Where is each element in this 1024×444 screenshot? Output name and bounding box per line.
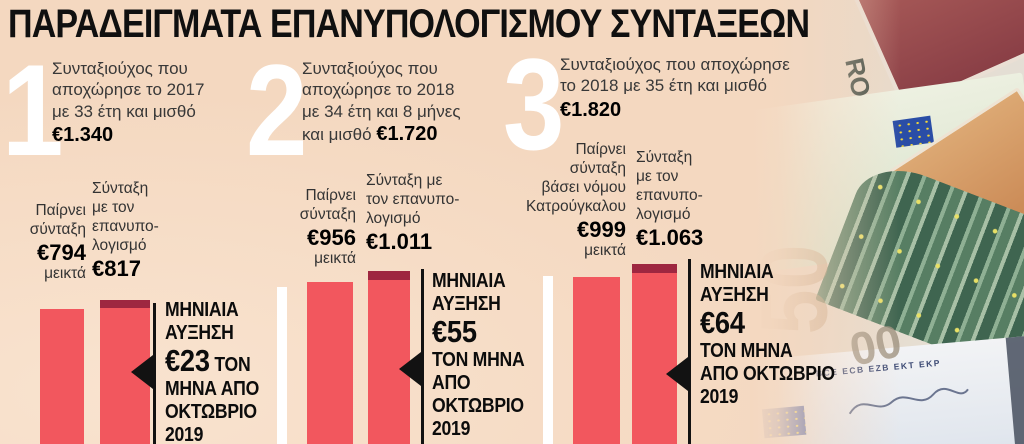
increase-line: ΜΗΝΙΑΙΑ xyxy=(165,299,239,321)
label-text: Παίρνει σύνταξη βάσει νόμου Κατρούγκαλου xyxy=(525,141,626,215)
example-2-number: 2 xyxy=(246,37,308,183)
description-text: Συνταξιούχος που αποχώρησε το 2018 με 34… xyxy=(302,59,461,144)
description-text: Συνταξιούχος που αποχώρησε το 2018 με 35… xyxy=(560,55,790,96)
increase-line: ΑΠΟ ΟΚΤΩΒΡΙΟ xyxy=(700,362,835,385)
example-1-number: 1 xyxy=(2,37,64,183)
eu-flag-patch xyxy=(892,115,934,148)
example-2-bar-current xyxy=(307,282,353,444)
label-text: Παίρνει σύνταξη xyxy=(299,187,356,223)
example-3-description: Συνταξιούχος που αποχώρησε το 2018 με 35… xyxy=(560,54,860,123)
label-suffix: μεικτά xyxy=(584,241,626,259)
white-separator xyxy=(543,276,553,444)
increase-line: ΑΥΞΗΣΗ xyxy=(432,293,501,315)
example-3-number: 3 xyxy=(503,31,565,177)
bar-increase-cap xyxy=(100,300,150,308)
increase-line: ΜΗΝΑ ΑΠΟ xyxy=(165,377,260,400)
current-pension-value: €956 xyxy=(307,224,356,250)
increase-line: ΤΟΝ xyxy=(214,354,251,376)
example-3-bar-current xyxy=(573,277,620,444)
label-suffix: μεικτά xyxy=(314,250,356,268)
example-1-current-pension-label: Παίρνει σύνταξη €794 μεικτά xyxy=(0,202,86,284)
increase-amount: €64 xyxy=(700,305,745,340)
left-arrow-marker-icon xyxy=(666,357,688,391)
example-1-description: Συνταξιούχος που αποχώρησε το 2017 με 33… xyxy=(52,58,252,148)
signature-scribble xyxy=(848,387,969,415)
example-1-monthly-increase: ΜΗΝΙΑΙΑ ΑΥΞΗΣΗ €23 ΤΟΝ ΜΗΝΑ ΑΠΟ ΟΚΤΩΒΡΙΟ… xyxy=(165,299,259,444)
increase-amount-line: €23 ΤΟΝ xyxy=(165,343,259,378)
example-2-monthly-increase: ΜΗΝΙΑΙΑ ΑΥΞΗΣΗ €55 ΤΟΝ ΜΗΝΑ ΑΠΟ ΟΚΤΩΒΡΙΟ… xyxy=(432,270,525,441)
example-3-monthly-increase: ΜΗΝΙΑΙΑ ΑΥΞΗΣΗ €64 ΤΟΝ ΜΗΝΑ ΑΠΟ ΟΚΤΩΒΡΙΟ… xyxy=(700,261,835,409)
salary-value: €1.340 xyxy=(52,123,114,146)
white-separator xyxy=(277,287,287,444)
example-1-bar-current xyxy=(40,309,84,444)
label-text: Σύνταξη με τον επανυπο- λογισμό xyxy=(366,172,460,227)
example-3-current-pension-label: Παίρνει σύνταξη βάσει νόμου Κατρούγκαλου… xyxy=(496,141,626,261)
banknote-dark-panel xyxy=(1005,333,1024,444)
example-3-recalculated-pension-label: Σύνταξη με τον επανυπο- λογισμό €1.063 xyxy=(636,149,731,250)
example-2-description: Συνταξιούχος που αποχώρησε το 2018 με 34… xyxy=(302,58,512,147)
increase-line: ΑΥΞΗΣΗ xyxy=(165,322,234,344)
increase-line: 2019 xyxy=(432,417,471,440)
example-2-recalculated-pension-label: Σύνταξη με τον επανυπο- λογισμό €1.011 xyxy=(366,172,471,254)
increase-line: ΜΗΝΙΑΙΑ xyxy=(700,261,774,283)
label-text: Σύνταξη με τον επανυπο- λογισμό xyxy=(92,180,159,254)
example-1-recalculated-pension-label: Σύνταξη με τον επανυπο- λογισμό €817 xyxy=(92,180,177,281)
increase-amount: €55 xyxy=(432,314,477,349)
example-3-marker-line xyxy=(688,259,691,444)
example-2-marker-line xyxy=(421,269,424,444)
banknote-denomination-00: 00 xyxy=(845,314,907,376)
current-pension-value: €794 xyxy=(37,239,86,265)
bar-increase-cap xyxy=(632,264,677,273)
increase-line: ΤΟΝ ΜΗΝΑ xyxy=(700,339,793,362)
example-3-bar-recalculated xyxy=(632,264,677,444)
increase-amount: €23 xyxy=(165,343,210,378)
recalculated-pension-value: €1.011 xyxy=(366,228,433,254)
left-arrow-marker-icon xyxy=(131,355,153,389)
bar-increase-cap xyxy=(368,271,410,280)
increase-line: 2019 xyxy=(165,423,204,444)
recalculated-pension-value: €1.063 xyxy=(636,224,704,250)
increase-line: ΤΟΝ ΜΗΝΑ xyxy=(432,348,525,371)
left-arrow-marker-icon xyxy=(399,352,421,386)
current-pension-value: €999 xyxy=(577,216,626,242)
increase-line: ΟΚΤΩΒΡΙΟ xyxy=(165,400,257,423)
label-suffix: μεικτά xyxy=(44,265,86,283)
label-text: Σύνταξη με τον επανυπο- λογισμό xyxy=(636,149,703,223)
increase-line: ΑΠΟ xyxy=(432,371,471,394)
description-text: Συνταξιούχος που αποχώρησε το 2017 με 33… xyxy=(52,59,205,121)
eu-flag-patch xyxy=(761,405,807,439)
example-2-current-pension-label: Παίρνει σύνταξη €956 μεικτά xyxy=(261,187,356,269)
label-text: Παίρνει σύνταξη xyxy=(29,202,86,238)
example-1-marker-line xyxy=(153,303,156,444)
increase-amount-line: €55 xyxy=(432,314,524,349)
increase-line: ΑΥΞΗΣΗ xyxy=(700,284,769,306)
salary-value: €1.820 xyxy=(560,98,622,121)
increase-line: ΟΚΤΩΒΡΙΟ xyxy=(432,394,524,417)
salary-value: €1.720 xyxy=(376,122,438,145)
page-title: ΠΑΡΑΔΕΙΓΜΑΤΑ ΕΠΑΝΥΠΟΛΟΓΙΣΜΟΥ ΣΥΝΤΑΞΕΩΝ xyxy=(8,2,810,46)
increase-line: ΜΗΝΙΑΙΑ xyxy=(432,270,506,292)
increase-line: 2019 xyxy=(700,385,739,408)
increase-amount-line: €64 xyxy=(700,305,835,340)
recalculated-pension-value: €817 xyxy=(92,255,141,281)
